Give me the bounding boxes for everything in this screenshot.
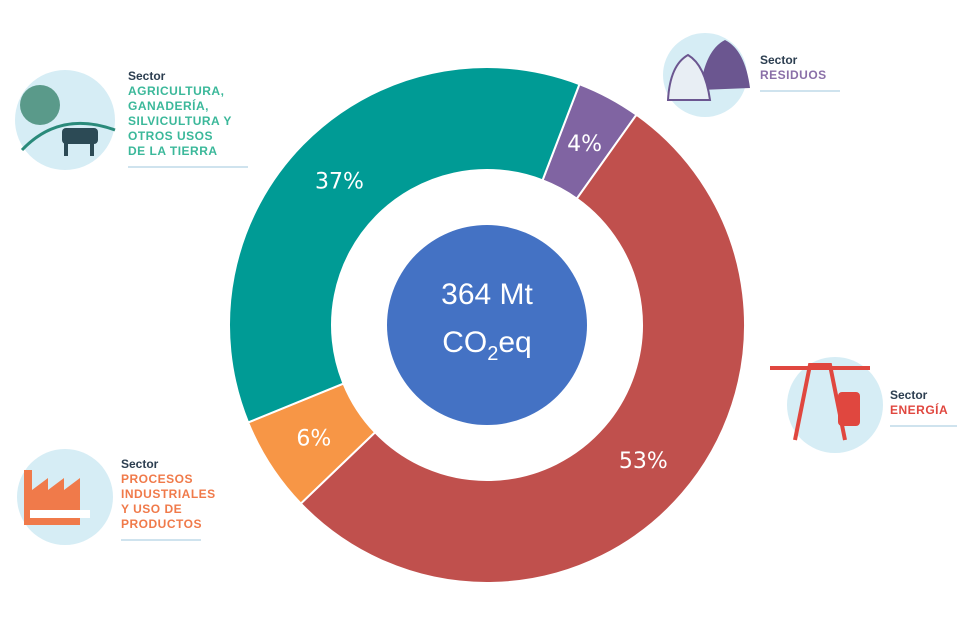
value-label: 37% xyxy=(315,170,364,195)
center-line-1: 364 Mt xyxy=(441,278,533,311)
value-label: 6% xyxy=(296,426,331,451)
donut-segment xyxy=(228,66,581,424)
icon-residuos xyxy=(663,33,750,117)
value-label: 53% xyxy=(619,449,668,474)
icon-procesos xyxy=(17,449,113,545)
value-label: 4% xyxy=(567,132,602,157)
icon-agricultura xyxy=(15,70,116,170)
sector-name: Y USO DE xyxy=(121,502,182,516)
sector-heading: Sector xyxy=(760,53,798,67)
sector-name: GANADERÍA, xyxy=(128,98,209,113)
center-circle xyxy=(387,225,587,425)
icon-energia xyxy=(770,357,883,453)
sector-name: PRODUCTOS xyxy=(121,517,202,531)
sector-heading: Sector xyxy=(121,457,159,471)
sector-heading: Sector xyxy=(128,69,166,83)
sector-name: OTROS USOS xyxy=(128,129,213,143)
sector-name: DE LA TIERRA xyxy=(128,144,218,158)
sector-name: PROCESOS xyxy=(121,472,193,486)
sector-heading: Sector xyxy=(890,388,928,402)
sector-name: SILVICULTURA Y xyxy=(128,114,232,128)
center-line-2: CO2eq xyxy=(442,326,532,365)
center-subscript: 2 xyxy=(487,343,498,365)
sector-name: INDUSTRIALES xyxy=(121,487,216,501)
sector-name: ENERGÍA xyxy=(890,402,948,417)
donut-segment xyxy=(299,113,746,584)
center-text: CO xyxy=(442,326,487,359)
sector-name: AGRICULTURA, xyxy=(128,84,224,98)
sector-name: RESIDUOS xyxy=(760,68,827,82)
center-text: eq xyxy=(498,326,531,359)
